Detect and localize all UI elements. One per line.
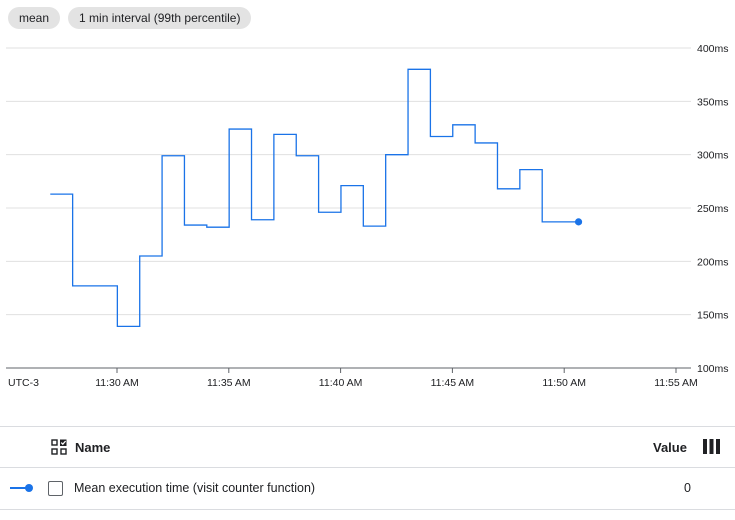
columns-icon[interactable]	[703, 439, 720, 454]
series-line	[50, 68, 579, 328]
y-tick-label: 400ms	[697, 43, 729, 55]
y-tick-label: 200ms	[697, 256, 729, 268]
chip-bar: mean 1 min interval (99th percentile)	[8, 7, 252, 29]
legend-header: Name Value	[0, 426, 735, 468]
x-tick-label: 11:45 AM	[431, 377, 475, 389]
chip-interval[interactable]: 1 min interval (99th percentile)	[68, 7, 252, 29]
legend-name-header: Name	[75, 440, 111, 455]
x-tick-label: 11:35 AM	[207, 377, 251, 389]
y-tick-label: 150ms	[697, 310, 729, 322]
series-end-point	[574, 218, 583, 226]
series-visibility-checkbox[interactable]	[48, 481, 63, 496]
series-value: 0	[684, 481, 691, 495]
legend-value-header: Value	[653, 440, 687, 455]
y-tick-label: 250ms	[697, 203, 729, 215]
chip-mean[interactable]: mean	[8, 7, 61, 29]
legend-row: Mean execution time (visit counter funct…	[0, 468, 735, 510]
x-tick-label: 11:40 AM	[319, 377, 363, 389]
chart: 100ms 150ms 200ms 250ms 300ms 350ms 400ms 11:3…	[6, 43, 729, 389]
timezone-label: UTC-3	[8, 377, 39, 389]
x-tick-label: 11:30 AM	[95, 377, 139, 389]
series-label: Mean execution time (visit counter funct…	[74, 481, 316, 495]
y-tick-label: 300ms	[697, 150, 729, 162]
column-select-icon[interactable]	[51, 439, 67, 455]
series-swatch-icon	[10, 484, 33, 492]
y-tick-label: 100ms	[697, 363, 729, 375]
x-tick-label: 11:55 AM	[654, 377, 698, 389]
x-tick-label: 11:50 AM	[542, 377, 586, 389]
y-tick-label: 350ms	[697, 96, 729, 108]
